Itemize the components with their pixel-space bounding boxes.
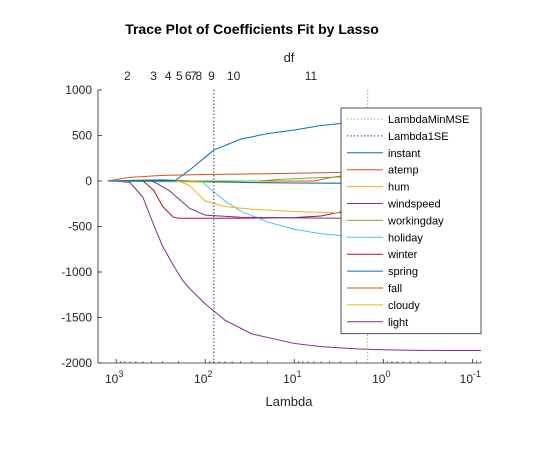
x-tick-label: 10-1 xyxy=(460,369,481,386)
y-tick-label: -1000 xyxy=(61,265,92,279)
y-tick-label: 1000 xyxy=(65,83,92,97)
df-tick-label: 10 xyxy=(227,69,241,83)
series-line-light xyxy=(107,180,482,352)
df-tick-label: 8 xyxy=(195,69,202,83)
df-tick-label: 2 xyxy=(124,69,131,83)
df-tick-label: 11 xyxy=(305,69,318,83)
legend-label-instant: instant xyxy=(388,148,420,160)
df-tick-label: 5 xyxy=(176,69,183,83)
y-tick-label: 0 xyxy=(85,174,92,188)
legend-label-atemp: atemp xyxy=(388,165,419,177)
df-axis-label: df xyxy=(284,50,295,65)
legend-label-lambda1se: Lambda1SE xyxy=(388,131,449,143)
y-tick-label: 500 xyxy=(72,129,92,143)
legend-label-lambdaminmse: LambdaMinMSE xyxy=(388,114,469,126)
chart-title: Trace Plot of Coefficients Fit by Lasso xyxy=(125,21,379,37)
legend-label-workingday: workingday xyxy=(387,215,444,227)
x-tick-label: 100 xyxy=(372,369,390,386)
legend-label-fall: fall xyxy=(388,283,402,295)
legend-label-holiday: holiday xyxy=(388,232,423,244)
y-tick-label: -500 xyxy=(68,220,92,234)
legend-label-winter: winter xyxy=(387,249,418,261)
legend: LambdaMinMSE Lambda1SE instant atemp hum wind… xyxy=(340,107,482,335)
legend-label-light: light xyxy=(388,317,408,329)
df-tick-label: 3 xyxy=(150,69,157,83)
x-tick-label: 102 xyxy=(194,369,212,386)
legend-label-spring: spring xyxy=(388,266,418,278)
x-axis-label: Lambda xyxy=(266,394,314,409)
df-tick-label: 4 xyxy=(165,69,172,83)
legend-label-cloudy: cloudy xyxy=(388,300,420,312)
y-tick-label: -2000 xyxy=(61,356,92,370)
df-tick-label: 6 xyxy=(185,69,192,83)
legend-label-hum: hum xyxy=(388,182,409,194)
legend-label-windspeed: windspeed xyxy=(387,199,441,211)
x-tick-label: 101 xyxy=(283,369,301,386)
x-tick-label: 103 xyxy=(105,369,123,386)
df-tick-label: 7 xyxy=(190,69,197,83)
y-tick-label: -1500 xyxy=(61,311,92,325)
df-tick-label: 9 xyxy=(208,69,215,83)
